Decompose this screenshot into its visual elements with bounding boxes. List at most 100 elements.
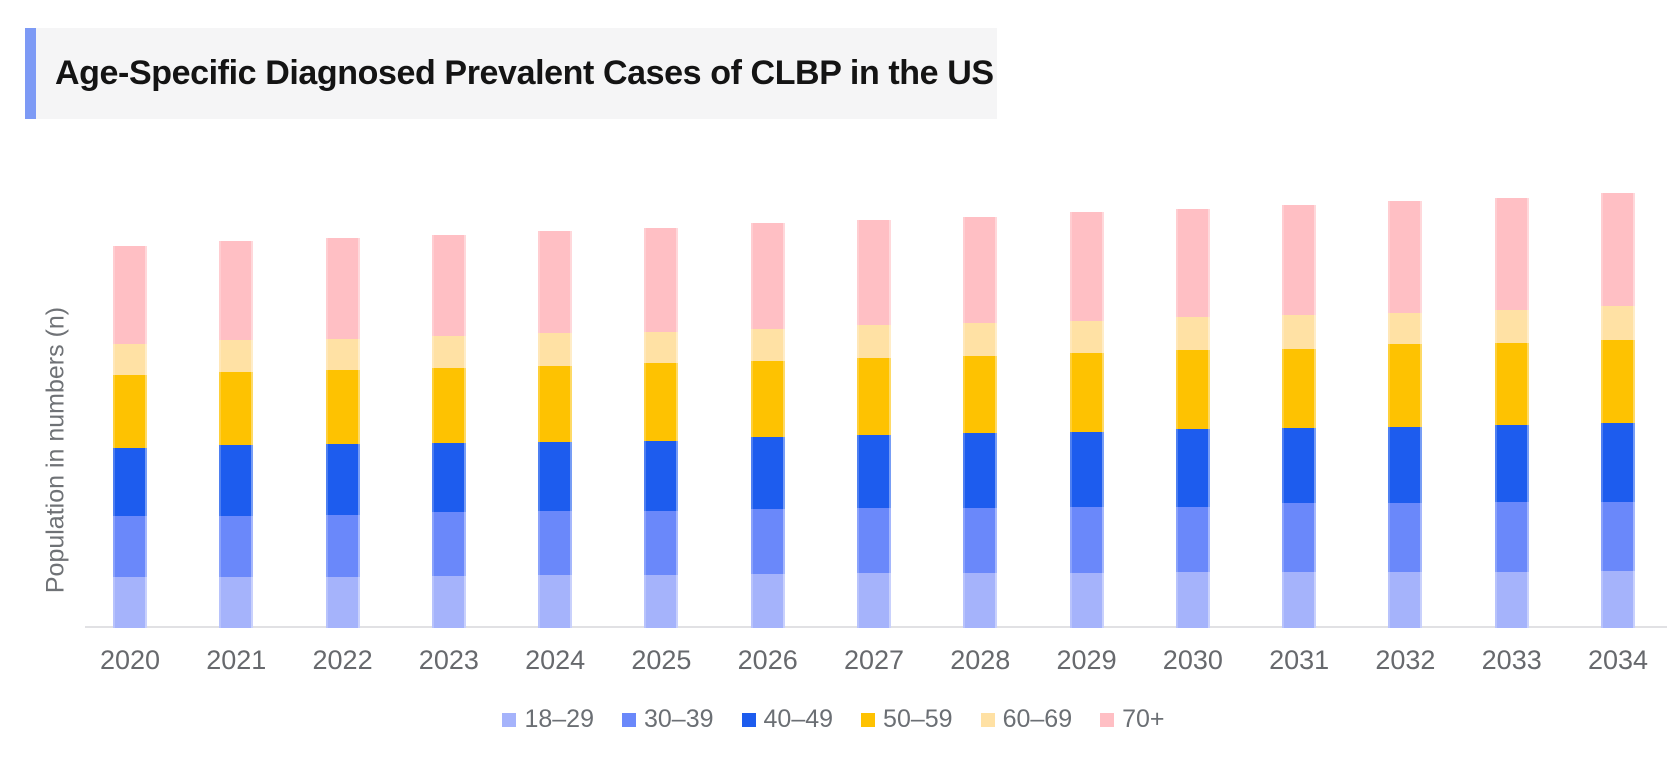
- bar-segment-70plus[interactable]: [1494, 198, 1529, 310]
- bar-segment-40-49[interactable]: [963, 433, 998, 508]
- chart-bar-2028[interactable]: [963, 217, 998, 628]
- bar-segment-70plus[interactable]: [1069, 212, 1104, 321]
- bar-segment-50-59[interactable]: [1388, 344, 1423, 427]
- bar-segment-60-69[interactable]: [1282, 315, 1317, 349]
- legend-item-50-59[interactable]: 50–59: [861, 705, 953, 734]
- bar-segment-50-59[interactable]: [1069, 353, 1104, 432]
- legend-item-40-49[interactable]: 40–49: [741, 705, 833, 734]
- bar-segment-18-29[interactable]: [325, 577, 360, 628]
- bar-segment-30-39[interactable]: [1175, 507, 1210, 572]
- bar-segment-18-29[interactable]: [963, 573, 998, 628]
- bar-segment-18-29[interactable]: [644, 575, 679, 628]
- bar-segment-18-29[interactable]: [1175, 572, 1210, 628]
- legend-item-30-39[interactable]: 30–39: [621, 705, 714, 734]
- bar-segment-50-59[interactable]: [431, 368, 466, 443]
- bar-segment-60-69[interactable]: [1175, 317, 1210, 350]
- bar-segment-60-69[interactable]: [1388, 313, 1423, 344]
- bar-segment-40-49[interactable]: [219, 445, 254, 516]
- chart-bar-2031[interactable]: [1282, 205, 1317, 628]
- bar-segment-60-69[interactable]: [1601, 306, 1635, 340]
- legend-item-18-29[interactable]: 18–29: [502, 705, 594, 734]
- bar-segment-30-39[interactable]: [431, 512, 466, 576]
- bar-segment-30-39[interactable]: [644, 511, 679, 575]
- bar-segment-70plus[interactable]: [325, 238, 360, 339]
- bar-segment-60-69[interactable]: [325, 339, 360, 370]
- bar-segment-50-59[interactable]: [857, 358, 891, 435]
- bar-segment-70plus[interactable]: [1388, 201, 1423, 313]
- bar-segment-60-69[interactable]: [963, 323, 998, 356]
- bar-segment-60-69[interactable]: [431, 336, 466, 368]
- bar-segment-40-49[interactable]: [1494, 425, 1529, 502]
- bar-segment-40-49[interactable]: [113, 448, 147, 516]
- bar-segment-18-29[interactable]: [1282, 572, 1317, 628]
- bar-segment-30-39[interactable]: [1494, 502, 1529, 572]
- bar-segment-50-59[interactable]: [538, 366, 573, 442]
- bar-segment-40-49[interactable]: [1069, 432, 1104, 507]
- chart-bar-2026[interactable]: [750, 223, 785, 628]
- bar-segment-60-69[interactable]: [750, 329, 785, 361]
- bar-segment-18-29[interactable]: [1494, 572, 1529, 628]
- bar-segment-60-69[interactable]: [644, 332, 679, 363]
- bar-segment-30-39[interactable]: [219, 516, 254, 577]
- bar-segment-30-39[interactable]: [1601, 502, 1635, 571]
- bar-segment-40-49[interactable]: [1175, 429, 1210, 507]
- bar-segment-18-29[interactable]: [113, 577, 147, 628]
- bar-segment-50-59[interactable]: [644, 363, 679, 441]
- bar-segment-18-29[interactable]: [750, 574, 785, 628]
- bar-segment-18-29[interactable]: [1601, 571, 1635, 628]
- bar-segment-30-39[interactable]: [963, 508, 998, 573]
- bar-segment-40-49[interactable]: [538, 442, 573, 511]
- bar-segment-50-59[interactable]: [1175, 350, 1210, 429]
- bar-segment-30-39[interactable]: [113, 516, 147, 577]
- bar-segment-50-59[interactable]: [963, 356, 998, 433]
- bar-segment-70plus[interactable]: [538, 231, 573, 333]
- bar-segment-60-69[interactable]: [1494, 310, 1529, 343]
- bar-segment-30-39[interactable]: [750, 509, 785, 574]
- bar-segment-70plus[interactable]: [219, 241, 254, 340]
- bar-segment-40-49[interactable]: [431, 443, 466, 512]
- bar-segment-70plus[interactable]: [644, 228, 679, 332]
- bar-segment-60-69[interactable]: [538, 333, 573, 366]
- bar-segment-40-49[interactable]: [857, 435, 891, 508]
- bar-segment-40-49[interactable]: [1601, 423, 1635, 502]
- bar-segment-30-39[interactable]: [1069, 507, 1104, 573]
- chart-bar-2020[interactable]: [113, 246, 147, 628]
- chart-bar-2023[interactable]: [431, 235, 466, 628]
- legend-item-60-69[interactable]: 60–69: [980, 705, 1072, 734]
- bar-segment-70plus[interactable]: [113, 246, 147, 344]
- chart-bar-2024[interactable]: [538, 231, 573, 628]
- chart-bar-2022[interactable]: [325, 238, 360, 628]
- bar-segment-50-59[interactable]: [325, 370, 360, 444]
- bar-segment-40-49[interactable]: [644, 441, 679, 511]
- bar-segment-70plus[interactable]: [1175, 209, 1210, 317]
- bar-segment-40-49[interactable]: [325, 444, 360, 515]
- chart-bar-2027[interactable]: [857, 220, 891, 628]
- bar-segment-30-39[interactable]: [538, 511, 573, 575]
- bar-segment-40-49[interactable]: [1282, 428, 1317, 503]
- bar-segment-50-59[interactable]: [1601, 340, 1635, 423]
- bar-segment-50-59[interactable]: [1282, 349, 1317, 428]
- chart-bar-2025[interactable]: [644, 228, 679, 628]
- bar-segment-18-29[interactable]: [538, 575, 573, 628]
- bar-segment-30-39[interactable]: [1282, 503, 1317, 572]
- bar-segment-18-29[interactable]: [219, 577, 254, 628]
- bar-segment-70plus[interactable]: [963, 217, 998, 323]
- bar-segment-60-69[interactable]: [113, 344, 147, 375]
- bar-segment-30-39[interactable]: [857, 508, 891, 573]
- bar-segment-50-59[interactable]: [113, 375, 147, 448]
- bar-segment-70plus[interactable]: [750, 223, 785, 329]
- legend-item-70plus[interactable]: 70+: [1100, 705, 1165, 734]
- bar-segment-70plus[interactable]: [1282, 205, 1317, 315]
- bar-segment-18-29[interactable]: [431, 576, 466, 628]
- bar-segment-40-49[interactable]: [750, 437, 785, 509]
- bar-segment-50-59[interactable]: [1494, 343, 1529, 425]
- bar-segment-70plus[interactable]: [857, 220, 891, 325]
- bar-segment-50-59[interactable]: [219, 372, 254, 445]
- bar-segment-18-29[interactable]: [1388, 572, 1423, 628]
- chart-bar-2033[interactable]: [1494, 198, 1529, 628]
- bar-segment-30-39[interactable]: [325, 515, 360, 577]
- bar-segment-60-69[interactable]: [1069, 321, 1104, 353]
- bar-segment-18-29[interactable]: [1069, 573, 1104, 628]
- chart-bar-2021[interactable]: [219, 241, 254, 628]
- bar-segment-60-69[interactable]: [219, 340, 254, 372]
